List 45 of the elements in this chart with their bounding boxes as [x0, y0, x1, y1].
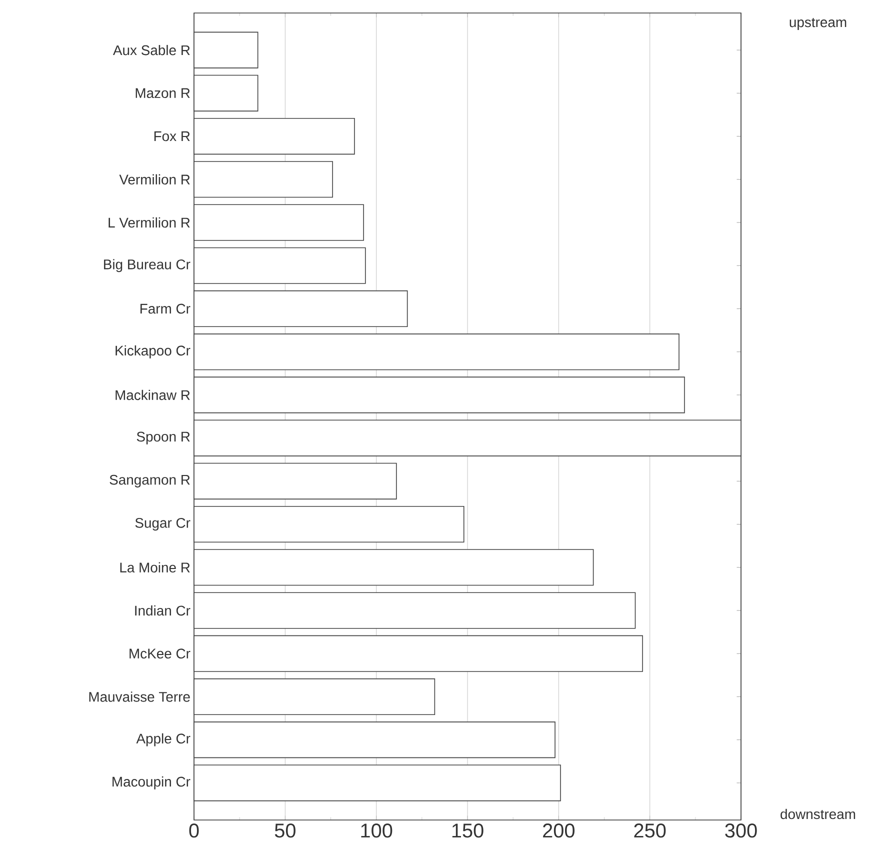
- bar: [194, 420, 742, 456]
- y-tick-label: Aux Sable R: [112, 44, 190, 56]
- y-tick-label: Vermilion R: [119, 174, 190, 185]
- y-tick-label: Big Bureau Cr: [104, 259, 190, 272]
- bar: [194, 462, 397, 500]
- y-tick-label: L Vermilion R: [108, 217, 190, 228]
- y-tick-label: Sugar Cr: [135, 518, 190, 531]
- y-tick-label: Sangamon R: [110, 474, 190, 488]
- bar: [194, 334, 680, 370]
- y-tick-label: Mauvaisse Terre: [89, 692, 190, 702]
- x-tick-label: 200: [543, 824, 575, 838]
- bar: [194, 549, 594, 586]
- y-tick-label: Fox R: [154, 131, 190, 142]
- y-tick-label: Mazon R: [136, 88, 190, 98]
- bar: [194, 592, 636, 629]
- y-tick-label: Farm Cr: [140, 304, 190, 314]
- bar: [194, 74, 258, 112]
- x-tick-label: 300: [725, 824, 757, 838]
- x-tick-label: 250: [634, 824, 666, 838]
- y-tick-label: Indian Cr: [135, 605, 190, 616]
- x-tick-label: 150: [452, 824, 484, 838]
- y-tick-label: Mackinaw R: [116, 390, 190, 400]
- bar: [194, 376, 685, 414]
- bar: [194, 247, 366, 284]
- text: upstream: [790, 18, 846, 30]
- y-tick-label: Kickapoo Cr: [116, 345, 190, 358]
- bar: [194, 722, 556, 758]
- bar: [194, 506, 464, 543]
- bar: [194, 32, 258, 68]
- bar: [194, 678, 436, 715]
- y-tick-label: La Moine R: [120, 562, 190, 572]
- text: downstream: [780, 808, 856, 820]
- bar: [194, 290, 408, 328]
- x-tick-label: 100: [361, 824, 392, 838]
- x-tick-label: 50: [274, 824, 296, 838]
- bar: [194, 204, 364, 241]
- y-tick-label: Apple Cr: [136, 733, 190, 746]
- y-tick-label: McKee Cr: [130, 648, 190, 659]
- bar: [194, 635, 643, 672]
- bar: [194, 764, 561, 802]
- x-tick-label: 0: [189, 824, 199, 838]
- bar: [194, 161, 333, 198]
- y-tick-label: Macoupin Cr: [112, 776, 190, 790]
- y-tick-label: Spoon R: [136, 432, 190, 444]
- bar: [194, 118, 355, 155]
